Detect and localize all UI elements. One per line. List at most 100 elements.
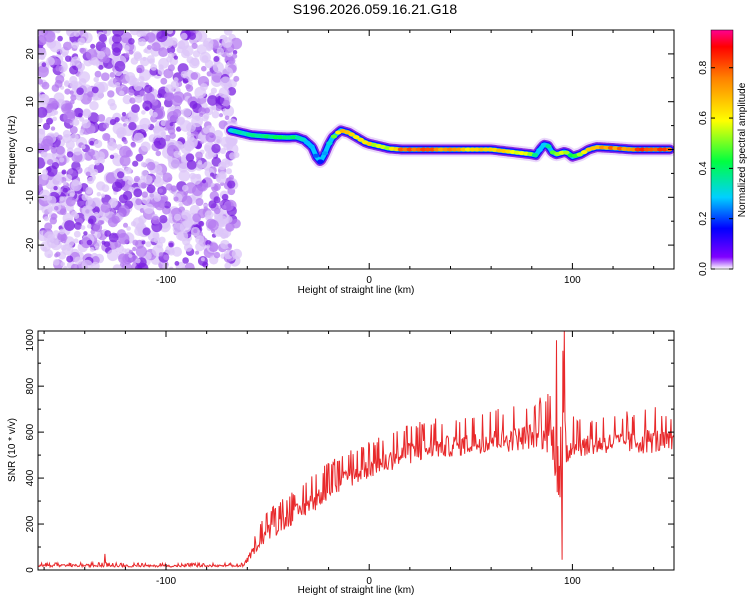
noise-blob (80, 225, 86, 231)
noise-blob (97, 51, 106, 60)
noise-blob (210, 183, 215, 187)
noise-blob (213, 183, 221, 191)
noise-blob (70, 94, 77, 101)
noise-blob (202, 102, 208, 109)
noise-blob (133, 82, 143, 91)
noise-blob (231, 248, 243, 260)
ridge-cell (469, 147, 476, 152)
noise-blob (112, 30, 125, 37)
noise-blob (130, 221, 137, 227)
noise-blob (100, 193, 106, 198)
noise-blob (52, 175, 63, 186)
noise-blob (100, 202, 112, 213)
ridge-cell (406, 147, 413, 152)
noise-blob (142, 100, 153, 111)
noise-blob (42, 122, 51, 130)
noise-blob (56, 134, 63, 141)
ridge-cell (652, 147, 659, 152)
noise-blob (164, 92, 173, 101)
noise-blob (195, 115, 201, 122)
noise-blob (141, 110, 146, 115)
ridge-cell (348, 132, 355, 137)
noise-blob (91, 256, 100, 265)
noise-blob (180, 32, 188, 40)
noise-blob (221, 193, 229, 201)
noise-blob (38, 184, 43, 192)
noise-blob (227, 87, 237, 96)
noise-blob (210, 172, 215, 177)
noise-blob (223, 200, 234, 211)
noise-blob (39, 189, 51, 201)
noise-blob (87, 148, 96, 157)
noise-blob (77, 37, 86, 46)
noise-blob (117, 229, 126, 238)
noise-blob (115, 82, 121, 88)
noise-blob (176, 126, 182, 132)
noise-blob (210, 87, 217, 94)
noise-blob (94, 211, 99, 217)
noise-blob (163, 254, 170, 261)
noise-blob (143, 48, 148, 53)
noise-blob (90, 57, 100, 66)
noise-blob (208, 242, 219, 252)
noise-blob (59, 228, 66, 235)
snr-xlabel: Height of straight line (km) (298, 585, 415, 596)
snr-ylabel: SNR (10 * v/v) (7, 418, 18, 482)
noise-blob (119, 145, 132, 158)
noise-blob (41, 62, 47, 67)
noise-blob (123, 139, 128, 145)
noise-blob (124, 52, 130, 58)
noise-blob (96, 192, 102, 197)
noise-blob (176, 117, 185, 126)
noise-blob (71, 179, 79, 187)
noise-blob (112, 122, 125, 135)
noise-blob (79, 47, 85, 53)
noise-blob (97, 114, 106, 122)
noise-blob (140, 175, 146, 181)
noise-blob (182, 45, 194, 57)
noise-blob (72, 118, 80, 126)
noise-blob (64, 80, 70, 86)
noise-blob (170, 80, 179, 90)
noise-blob (195, 198, 204, 206)
noise-blob (172, 246, 182, 257)
noise-blob (201, 179, 207, 184)
ridge-cell (563, 150, 570, 155)
snr-series-line (38, 331, 674, 569)
noise-blob (49, 217, 57, 225)
noise-blob (59, 157, 65, 163)
x-tick-label: 100 (564, 576, 581, 587)
ridge-cell (643, 147, 650, 152)
noise-blob (93, 223, 103, 233)
noise-blob (123, 222, 128, 228)
noise-blob (201, 65, 207, 72)
noise-blob (114, 240, 122, 248)
noise-blob (66, 109, 76, 119)
noise-blob (76, 87, 84, 95)
noise-blob (139, 208, 145, 213)
noise-blob (87, 176, 95, 185)
noise-blob (79, 116, 85, 122)
noise-blob (46, 117, 53, 125)
noise-blob (69, 126, 78, 134)
x-tick-label: 0 (366, 275, 372, 286)
noise-blob (62, 187, 68, 193)
ridge-cell (545, 144, 552, 149)
noise-blob (133, 188, 143, 198)
ridge-cell (464, 147, 472, 152)
noise-blob (224, 262, 231, 269)
noise-blob (59, 196, 65, 202)
noise-blob (201, 55, 209, 63)
noise-blob (87, 91, 94, 98)
noise-blob (41, 81, 50, 90)
noise-blob (71, 41, 79, 49)
noise-blob (62, 181, 67, 186)
noise-blob (38, 157, 46, 169)
noise-blob (140, 161, 147, 167)
x-tick-label: -100 (156, 576, 176, 587)
noise-blob (91, 168, 99, 176)
ridge-cell (330, 134, 338, 139)
noise-blob (158, 188, 163, 194)
noise-blob (219, 76, 232, 89)
